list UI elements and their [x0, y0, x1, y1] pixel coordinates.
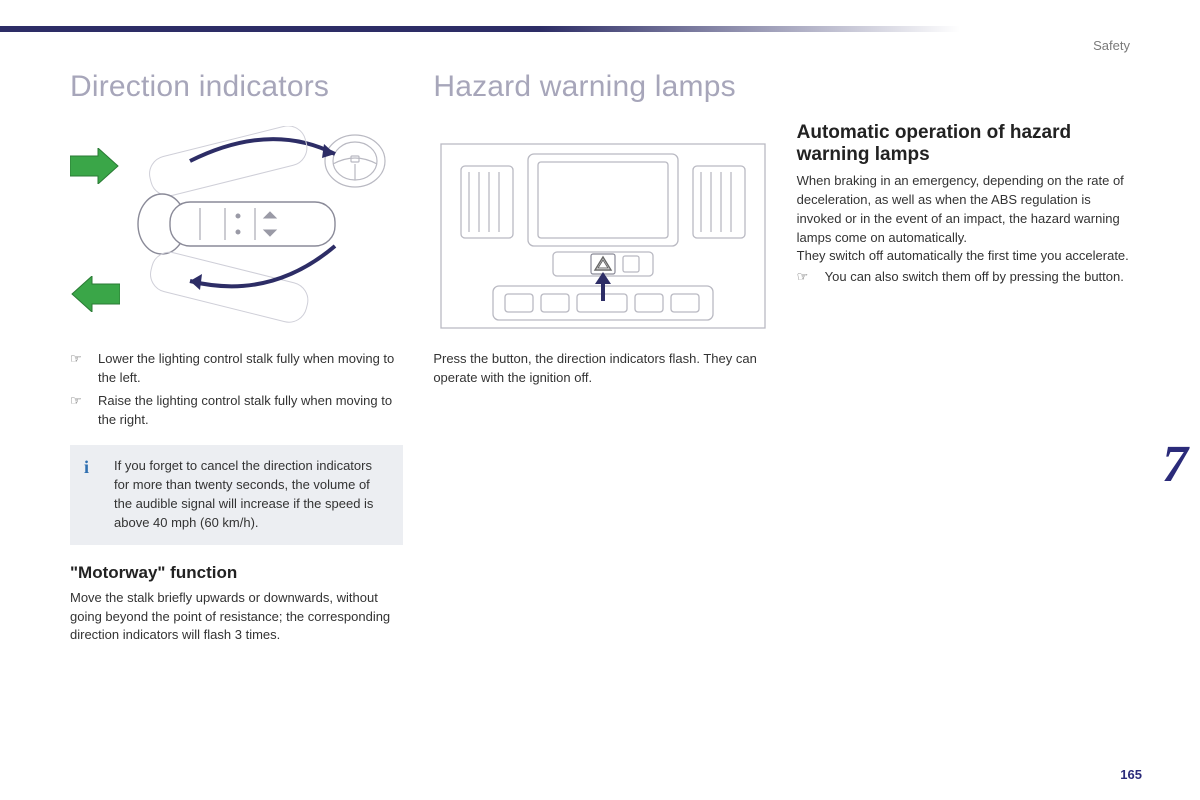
- heading-hazard-lamps: Hazard warning lamps: [433, 70, 766, 104]
- section-label: Safety: [1093, 38, 1130, 53]
- bullet-glyph-icon: ☞: [70, 350, 98, 388]
- auto-hazard-p1: When braking in an emergency, depending …: [797, 172, 1130, 247]
- info-box: i If you forget to cancel the direction …: [70, 445, 403, 544]
- figure-stalk: [70, 126, 403, 336]
- page-content: Direction indicators: [70, 70, 1130, 770]
- bullet-text: Lower the lighting control stalk fully w…: [98, 350, 403, 388]
- motorway-text: Move the stalk briefly upwards or downwa…: [70, 589, 403, 646]
- column-hazard-lamps: Hazard warning lamps: [433, 70, 766, 645]
- bullet-text: You can also switch them off by pressing…: [825, 268, 1124, 287]
- chapter-number: 7: [1162, 435, 1188, 494]
- bullet-list-stalk: ☞ Lower the lighting control stalk fully…: [70, 350, 403, 429]
- auto-hazard-bullet-list: ☞ You can also switch them off by pressi…: [797, 268, 1130, 287]
- bullet-text: Raise the lighting control stalk fully w…: [98, 392, 403, 430]
- bullet-glyph-icon: ☞: [70, 392, 98, 430]
- page-number: 165: [1120, 767, 1142, 782]
- heading-auto-hazard: Automatic operation of hazard warning la…: [797, 122, 1130, 166]
- hazard-button-icon: [591, 254, 615, 274]
- subheading-motorway: "Motorway" function: [70, 563, 403, 583]
- info-icon: i: [84, 457, 114, 532]
- top-gradient-bar: [0, 26, 1200, 32]
- figure-dashboard: [433, 126, 766, 336]
- bullet-item: ☞ You can also switch them off by pressi…: [797, 268, 1130, 287]
- arrow-left-icon: [70, 276, 120, 312]
- arrow-right-icon: [70, 148, 120, 184]
- bullet-item: ☞ Lower the lighting control stalk fully…: [70, 350, 403, 388]
- dashboard-diagram: [433, 136, 773, 336]
- info-text: If you forget to cancel the direction in…: [114, 457, 389, 532]
- bullet-glyph-icon: ☞: [797, 268, 825, 287]
- hazard-text: Press the button, the direction indicato…: [433, 350, 766, 388]
- auto-hazard-p2: They switch off automatically the first …: [797, 247, 1130, 266]
- heading-direction-indicators: Direction indicators: [70, 70, 403, 104]
- bullet-item: ☞ Raise the lighting control stalk fully…: [70, 392, 403, 430]
- column-direction-indicators: Direction indicators: [70, 70, 403, 645]
- column-auto-hazard: Automatic operation of hazard warning la…: [797, 70, 1130, 645]
- stalk-diagram: [130, 126, 390, 326]
